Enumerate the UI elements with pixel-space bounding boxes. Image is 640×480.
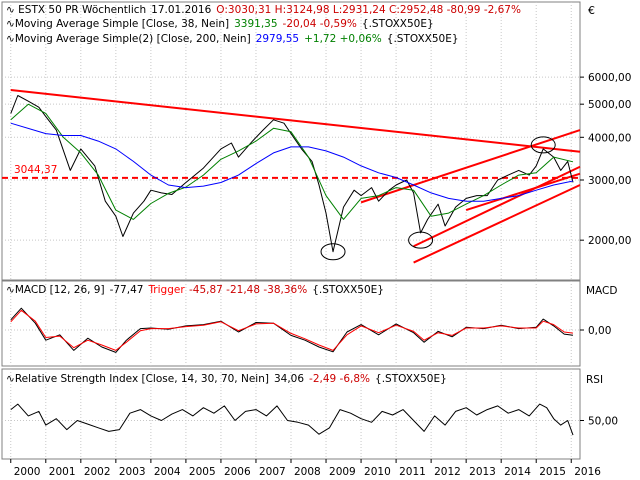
rsi-symbol: {.STOXX50E} [375, 373, 447, 385]
series-line-ma38 [10, 103, 574, 220]
x-tick-label: 2013 [469, 466, 496, 478]
price-series-group [10, 95, 574, 253]
x-axis: 2000 2001 2002 2003 2004 2005 2006 2007 2008 2009… [10, 459, 601, 478]
y-tick-label: 2000,00 [588, 235, 631, 247]
macd-y-axis: 0,00 [580, 325, 611, 337]
macd-prefix: MACD [12, 26, 9] [15, 284, 105, 296]
rsi-value: 34,06 [274, 373, 304, 385]
ma1-symbol: {.STOXX50E} [362, 18, 434, 30]
y-tick-label: 4000,00 [588, 132, 631, 144]
marker-label: 3044,37 [14, 164, 57, 176]
trendline [360, 129, 581, 204]
x-tick-label: 2008 [294, 466, 321, 478]
price-header: ∿ ESTX 50 PR Wöchentlich 17.01.2016 O:3030… [6, 4, 521, 16]
x-tick-label: 2003 [119, 466, 146, 478]
series-line-trigger [10, 309, 574, 351]
highlight-markers [320, 136, 556, 261]
x-tick-label: 2010 [364, 466, 391, 478]
x-tick-label: 2015 [539, 466, 566, 478]
x-tick-label: 2005 [189, 466, 216, 478]
ma2-value: 2979,55 [256, 33, 299, 45]
series-line-price [10, 95, 574, 253]
pivot-highlight-circle [530, 136, 556, 154]
trendline [465, 172, 581, 212]
trendline [413, 184, 581, 264]
x-tick-label: 2016 [574, 466, 601, 478]
macd-value: -77,47 [110, 284, 144, 296]
macd-series-group [10, 307, 574, 353]
x-tick-label: 2009 [329, 466, 356, 478]
pivot-highlight-circle [408, 231, 434, 249]
x-tick-label: 2014 [504, 466, 531, 478]
price-panel: 2000,00 3000,00 4000,00 5000,00 6000,00 ∿ ES… [1, 1, 631, 281]
rsi-prefix: Relative Strength Index [Close, 14, 30, … [15, 373, 269, 385]
macd-trigger-values: -45,87 -21,48 -38,36% [189, 284, 307, 296]
series-line-ma200 [10, 122, 574, 202]
trendline [413, 165, 581, 248]
currency-symbol: € [588, 4, 595, 17]
macd-symbol: {.STOXX50E} [312, 284, 384, 296]
ma2-prefix: Moving Average Simple(2) [Close, 200, Ne… [15, 33, 251, 45]
series-line-rsi [10, 403, 574, 436]
ma1-value: 3391,35 [234, 18, 277, 30]
chart-date: 17.01.2016 [151, 4, 211, 16]
x-tick-label: 2012 [434, 466, 461, 478]
trendlines [2, 89, 581, 264]
ma2-symbol: {.STOXX50E} [387, 33, 459, 45]
ma2-change: +1,72 +0,06% [304, 33, 382, 45]
macd-side-label: MACD [586, 285, 617, 297]
chart-title: ESTX 50 PR Wöchentlich [18, 4, 146, 16]
rsi-y-axis: 50,00 [580, 416, 618, 428]
macd-icon: ∿ [6, 284, 15, 296]
ma1-prefix: Moving Average Simple [Close, 38, Nein] [15, 18, 229, 30]
macd-header: ∿MACD [12, 26, 9] -77,47 Trigger -45,87 -21… [6, 284, 384, 296]
x-tick-label: 2004 [154, 466, 181, 478]
chart-ohlc: O:3030,31 H:3124,98 L:2931,24 C:2952,48 … [216, 4, 521, 16]
pivot-highlight-circle [320, 243, 346, 261]
y-tick-label: 6000,00 [588, 72, 631, 84]
rsi-icon: ∿ [6, 373, 15, 385]
macd-trigger-label: Trigger [147, 284, 185, 296]
x-tick-label: 2001 [49, 466, 76, 478]
y-tick-label: 50,00 [588, 416, 618, 428]
rsi-header: ∿Relative Strength Index [Close, 14, 30,… [6, 373, 447, 385]
macd-panel: 0,00 ∿MACD [12, 26, 9] -77,47 Trigger -45,8… [1, 280, 617, 367]
ma1-legend: ∿Moving Average Simple [Close, 38, Nein]… [6, 18, 434, 30]
rsi-grid [2, 369, 580, 459]
ma2-icon: ∿ [6, 33, 15, 45]
trendline [10, 89, 581, 153]
y-tick-label: 0,00 [588, 325, 611, 337]
x-tick-label: 2006 [224, 466, 251, 478]
price-grid [2, 2, 580, 280]
y-tick-label: 3000,00 [588, 175, 631, 187]
price-y-axis: 2000,00 3000,00 4000,00 5000,00 6000,00 [580, 72, 631, 247]
ma1-change: -20,04 -0,59% [283, 18, 357, 30]
ma2-legend: ∿Moving Average Simple(2) [Close, 200, N… [6, 33, 459, 45]
y-tick-label: 5000,00 [588, 99, 631, 111]
chart-title-prefix-icon: ∿ [6, 4, 18, 16]
x-tick-label: 2011 [399, 466, 426, 478]
ma1-icon: ∿ [6, 18, 15, 30]
rsi-change: -2,49 -6,8% [309, 373, 370, 385]
x-tick-label: 2002 [84, 466, 111, 478]
x-tick-label: 2000 [14, 466, 41, 478]
rsi-series-group [10, 403, 574, 436]
x-tick-label: 2007 [259, 466, 286, 478]
rsi-side-label: RSI [586, 374, 603, 386]
rsi-panel: 50,00 ∿Relative Strength Index [Close, 1… [1, 368, 618, 460]
